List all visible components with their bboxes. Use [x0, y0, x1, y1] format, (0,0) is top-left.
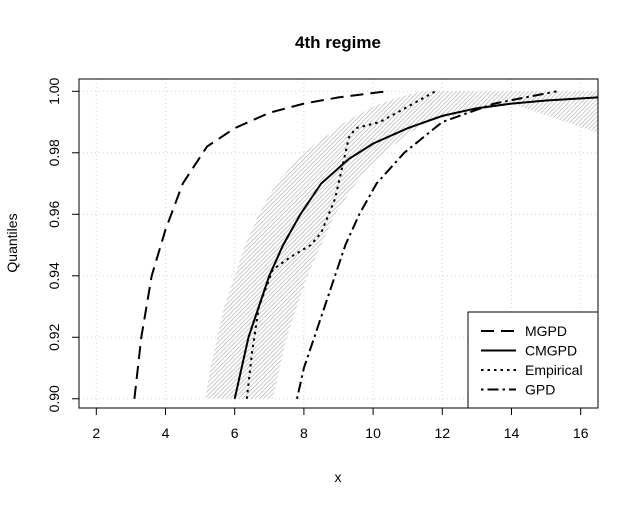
y-tick-label: 0.96 — [46, 200, 62, 227]
series-line-cmgpd — [233, 96, 598, 400]
x-tick-label: 8 — [300, 425, 308, 441]
y-tick-label: 0.92 — [46, 323, 62, 350]
y-axis-label: Quantiles — [4, 213, 20, 272]
series-layer — [133, 90, 598, 400]
legend-label-gpd: GPD — [525, 382, 555, 398]
confidence-band — [205, 91, 598, 399]
legend-box — [467, 311, 599, 409]
y-tick-label: 0.98 — [46, 139, 62, 166]
x-tick-label: 10 — [365, 425, 381, 441]
y-axis: 0.90 0.92 0.94 0.96 0.98 1.00 — [46, 77, 79, 412]
series-line-mgpd — [133, 90, 388, 399]
confidence-band-layer — [205, 91, 598, 399]
series-line-empirical — [245, 90, 436, 399]
x-tick-label: 16 — [573, 425, 589, 441]
y-tick-label: 0.90 — [46, 385, 62, 412]
legend-label-empirical: Empirical — [525, 362, 583, 378]
series-line-gpd — [296, 90, 557, 400]
x-axis-label: x — [335, 469, 342, 485]
x-tick-label: 12 — [435, 425, 451, 441]
chart-title: 4th regime — [295, 33, 381, 52]
x-tick-label: 6 — [231, 425, 239, 441]
legend-label-cmgpd: CMGPD — [525, 343, 577, 359]
y-tick-label: 0.94 — [46, 262, 62, 289]
y-tick-label: 1.00 — [46, 77, 62, 104]
legend-label-mgpd: MGPD — [525, 323, 567, 339]
x-tick-label: 4 — [162, 425, 170, 441]
x-tick-label: 14 — [504, 425, 520, 441]
x-axis: 2 4 6 8 10 12 14 16 — [92, 408, 589, 441]
x-tick-label: 2 — [92, 425, 100, 441]
legend: MGPD CMGPD Empirical GPD — [467, 311, 599, 409]
plot-frame — [78, 78, 599, 409]
